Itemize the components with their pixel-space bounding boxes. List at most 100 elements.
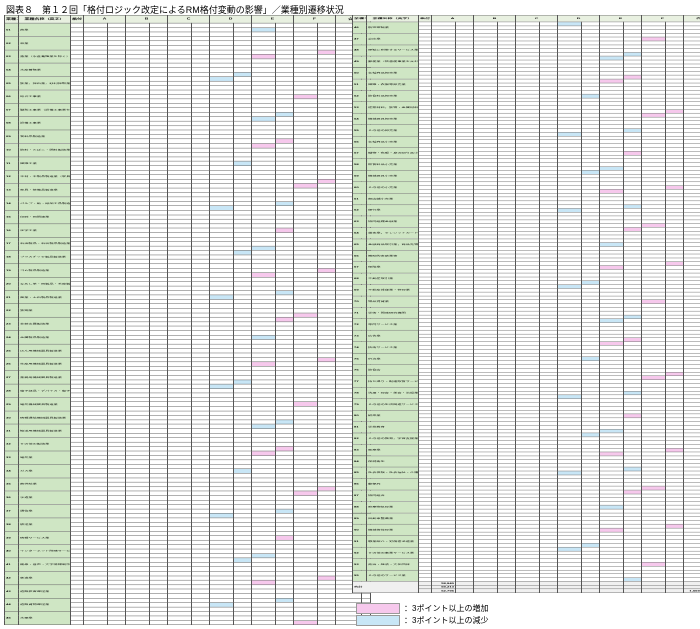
industry-code: 08 bbox=[4, 116, 19, 131]
table-row bbox=[353, 470, 700, 476]
value-cell bbox=[125, 620, 150, 626]
total-value-cell bbox=[497, 588, 516, 594]
industry-name: 放送業 bbox=[18, 517, 71, 532]
industry-code: 19 bbox=[4, 263, 19, 278]
value-cell bbox=[683, 170, 700, 175]
table-row bbox=[353, 428, 700, 434]
table-row: 92 その他の事業サービス業 bbox=[352, 546, 700, 559]
industry-code: 51 bbox=[352, 78, 367, 91]
table-row bbox=[353, 86, 700, 91]
decrease-swatch bbox=[356, 615, 400, 626]
value-cell bbox=[683, 101, 700, 106]
industry-code: 54 bbox=[352, 113, 367, 125]
value-cell bbox=[683, 44, 700, 49]
table-row bbox=[5, 522, 372, 528]
value-cell bbox=[683, 451, 700, 457]
industry-name: 飲食店 bbox=[366, 364, 419, 377]
table-row bbox=[5, 588, 372, 594]
industry-name: パルプ・紙・紙加工品製造業 bbox=[18, 196, 71, 211]
header-col-c: C bbox=[515, 15, 558, 23]
industry-code: 95 bbox=[352, 569, 367, 582]
industry-name: 技術サービス業 bbox=[366, 341, 419, 354]
industry-name: 石油製品・石炭製品製造業 bbox=[18, 236, 71, 251]
table-row bbox=[353, 40, 700, 45]
table-row bbox=[353, 94, 700, 99]
industry-name: 非鉄金属製造業 bbox=[18, 317, 71, 331]
industry-code: 64 bbox=[352, 227, 367, 240]
industry-code: 23 bbox=[4, 317, 19, 331]
table-row: 73 広告業 bbox=[352, 330, 700, 342]
industry-code: 76 bbox=[352, 364, 367, 377]
table-row bbox=[5, 575, 372, 581]
value-cell bbox=[683, 345, 700, 350]
table-row: 89 自動車整備業 bbox=[352, 512, 700, 525]
industry-code: 78 bbox=[352, 387, 367, 399]
industry-name: 繊維・衣服等卸売業 bbox=[366, 78, 419, 91]
table-row bbox=[5, 553, 372, 559]
table-row bbox=[5, 539, 372, 545]
industry-name: 道路貨物運送業 bbox=[18, 597, 71, 612]
industry-code: 22 bbox=[4, 303, 19, 318]
table-row: 09 食料品製造業 bbox=[4, 129, 372, 144]
industry-code: 89 bbox=[352, 512, 367, 525]
header-col-e: E bbox=[599, 15, 642, 23]
industry-name: 建築材料，鉱物・金属材料等卸売業 bbox=[366, 101, 419, 114]
table-row: 93 政治・経済・文化団体 bbox=[352, 558, 700, 571]
table-row bbox=[5, 120, 372, 126]
table-row: 87 協同組合 bbox=[352, 489, 700, 502]
industry-code: 84 bbox=[352, 455, 367, 468]
industry-name: 織物・衣服・身の回り品小売業 bbox=[366, 147, 419, 160]
industry-code: 72 bbox=[352, 318, 367, 331]
table-row bbox=[353, 554, 700, 559]
table-row bbox=[353, 333, 700, 339]
table-row bbox=[5, 308, 372, 314]
industry-code: 67 bbox=[352, 261, 367, 274]
industry-code: 28 bbox=[4, 383, 19, 398]
table-row bbox=[353, 139, 700, 144]
industry-name: 電気機械器具製造業 bbox=[18, 397, 71, 412]
industry-name: 機械等修理業 bbox=[366, 524, 419, 536]
industry-code: 49 bbox=[352, 55, 367, 68]
industry-code: 02 bbox=[4, 36, 19, 51]
table-row bbox=[5, 31, 372, 37]
industry-name: 補助的金融業等 bbox=[366, 250, 419, 262]
industry-name: 金属製品製造業 bbox=[18, 330, 71, 345]
table-row bbox=[353, 242, 700, 247]
value-cell bbox=[149, 620, 168, 626]
industry-code: 50 bbox=[352, 67, 367, 80]
industry-name: 各種商品小売業 bbox=[366, 135, 419, 148]
rating-cell bbox=[418, 588, 432, 594]
total-value-cell bbox=[539, 588, 558, 594]
table-row bbox=[5, 526, 372, 532]
header-col-d: D bbox=[209, 14, 252, 24]
table-row: 88 廃棄物処理業 bbox=[352, 501, 700, 514]
industry-code: 63 bbox=[352, 215, 367, 228]
table-row bbox=[5, 259, 372, 265]
value-cell bbox=[683, 29, 700, 34]
value-cell bbox=[683, 280, 700, 285]
header-col-total: 合計 bbox=[682, 15, 700, 23]
table-row bbox=[5, 71, 372, 77]
table-row: 06 総合工事業 bbox=[4, 89, 372, 104]
table-row: 83 医療業 bbox=[352, 444, 700, 457]
table-row bbox=[353, 356, 700, 361]
header-col-f: F bbox=[293, 14, 336, 24]
industry-code: 30 bbox=[4, 410, 19, 425]
rating-cell bbox=[70, 620, 84, 626]
industry-code: 48 bbox=[352, 44, 367, 57]
industry-code: 12 bbox=[4, 169, 19, 184]
industry-name: 飲食料品卸売業 bbox=[366, 90, 419, 103]
table-row: 23 非鉄金属製造業 bbox=[4, 317, 372, 331]
industry-name: 鉄鋼業 bbox=[18, 303, 71, 318]
table-row bbox=[353, 463, 700, 468]
header-code: 業種コード bbox=[352, 15, 367, 23]
industry-name: その他の製造業 bbox=[18, 437, 71, 452]
table-row bbox=[353, 497, 700, 502]
table-row: 79 その他の生活関連サービス業 bbox=[352, 398, 700, 411]
table-row bbox=[353, 151, 700, 156]
industry-name: 窯業・土石製品製造業 bbox=[18, 290, 71, 305]
industry-name: 熱供給業 bbox=[18, 477, 71, 492]
table-row: 55 その他の卸売業 bbox=[352, 124, 700, 137]
total-label: 合計 bbox=[352, 581, 419, 594]
